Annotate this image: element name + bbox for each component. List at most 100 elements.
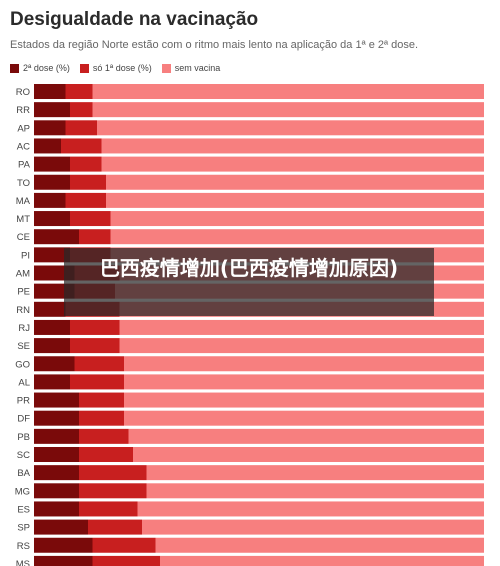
bar-rs-series-2 (155, 537, 484, 553)
category-label-ce: CE (17, 232, 30, 243)
bar-ce-series-2 (110, 229, 484, 245)
bar-al-series-2 (124, 374, 484, 390)
category-label-mg: MG (15, 486, 30, 497)
bar-ba-series-1 (79, 465, 147, 481)
bar-ac-series-2 (101, 138, 484, 154)
bar-ma-series-1 (65, 192, 106, 208)
bar-mt-series-0 (34, 211, 70, 227)
bar-ma-series-2 (106, 192, 484, 208)
bar-mg-series-1 (79, 483, 147, 499)
category-label-sp: SP (17, 523, 30, 534)
bar-rr-series-2 (92, 102, 484, 118)
bar-es-series-0 (34, 501, 79, 517)
category-label-rs: RS (17, 541, 30, 552)
bar-go-series-0 (34, 356, 75, 372)
bar-se-series-1 (70, 338, 120, 354)
chart-subtitle: Estados da região Norte estão com o ritm… (10, 39, 419, 51)
legend-item-unvaccinated: sem vacina (161, 63, 221, 73)
legend-label-unvaccinated: sem vacina (174, 63, 221, 73)
bar-to-series-1 (70, 174, 106, 190)
bar-ap-series-0 (34, 120, 66, 136)
bar-mt-series-1 (70, 211, 111, 227)
category-label-ap: AP (17, 123, 30, 134)
chart-title: Desigualdade na vacinação (10, 9, 259, 30)
bar-sp-series-1 (88, 519, 142, 535)
category-label-rj: RJ (18, 323, 30, 334)
category-label-es: ES (17, 504, 30, 515)
category-label-to: TO (17, 178, 30, 189)
bar-to-series-0 (34, 174, 70, 190)
bar-pb-series-1 (79, 428, 129, 444)
category-label-pa: PA (18, 160, 31, 171)
legend-label-second-dose: 2ª dose (%) (23, 63, 70, 73)
bar-al-series-0 (34, 374, 70, 390)
bar-sc-series-2 (133, 447, 484, 462)
category-label-ro: RO (16, 87, 30, 98)
category-label-se: SE (17, 341, 30, 352)
bar-ro-series-2 (92, 84, 484, 99)
bar-ba-series-0 (34, 465, 79, 481)
category-label-sc: SC (17, 450, 30, 461)
bar-es-series-2 (137, 501, 484, 517)
category-label-ac: AC (17, 141, 30, 152)
category-label-pb: PB (17, 432, 30, 443)
bar-rj-series-1 (70, 319, 120, 335)
bar-ap-series-2 (97, 120, 484, 136)
category-label-pi: PI (21, 250, 30, 261)
chart-legend: 2ª dose (%) só 1ª dose (%) sem vacina (10, 63, 220, 73)
bar-sp-series-0 (34, 519, 88, 535)
bar-pr-series-0 (34, 392, 79, 408)
category-label-rn: RN (16, 305, 30, 316)
bar-rr-series-0 (34, 102, 70, 118)
bar-al-series-1 (70, 374, 124, 390)
bar-ap-series-1 (65, 120, 97, 136)
category-label-df: DF (17, 414, 30, 425)
legend-swatch-second-dose (10, 63, 19, 73)
bar-pb-series-0 (34, 428, 79, 444)
bar-ce-series-1 (79, 229, 111, 245)
bar-sc-series-0 (34, 447, 79, 462)
bar-ms-series-2 (160, 555, 484, 566)
bar-rs-series-0 (34, 537, 93, 553)
bar-rs-series-1 (92, 537, 156, 553)
bar-pa-series-1 (70, 156, 102, 172)
category-label-mt: MT (16, 214, 30, 225)
category-label-pr: PR (17, 396, 30, 407)
bar-ba-series-2 (146, 465, 484, 481)
category-label-rr: RR (16, 105, 30, 116)
category-label-ba: BA (17, 468, 30, 479)
bar-to-series-2 (106, 174, 484, 190)
legend-swatch-unvaccinated (161, 63, 171, 73)
bar-df-series-0 (34, 410, 79, 426)
bar-rj-series-2 (119, 319, 484, 335)
bar-go-series-1 (74, 356, 124, 372)
bar-sc-series-1 (79, 447, 133, 462)
bar-se-series-0 (34, 338, 70, 354)
bar-pa-series-0 (34, 156, 70, 172)
category-label-ms: MS (16, 559, 30, 566)
bar-ms-series-1 (92, 555, 160, 566)
bar-mg-series-0 (34, 483, 79, 499)
legend-item-second-dose: 2ª dose (%) (10, 63, 70, 73)
bar-es-series-1 (79, 501, 138, 517)
bar-se-series-2 (119, 338, 484, 354)
bar-pb-series-2 (128, 428, 484, 444)
bar-pa-series-2 (101, 156, 484, 172)
bar-rr-series-1 (70, 102, 93, 118)
bar-rn-series-0 (34, 301, 66, 317)
category-label-go: GO (15, 359, 30, 370)
bar-ro-series-0 (34, 84, 66, 99)
category-label-ma: MA (16, 196, 31, 207)
bar-pr-series-1 (79, 392, 124, 408)
bar-df-series-1 (79, 410, 124, 426)
category-label-pe: PE (17, 287, 30, 298)
bar-ac-series-0 (34, 138, 61, 154)
bar-mt-series-2 (110, 211, 484, 227)
legend-swatch-first-dose (79, 63, 89, 73)
bar-df-series-2 (124, 410, 484, 426)
bar-pr-series-2 (124, 392, 484, 408)
bar-go-series-2 (124, 356, 484, 372)
bar-sp-series-2 (142, 519, 484, 535)
category-label-al: AL (18, 377, 30, 388)
bar-rj-series-0 (34, 319, 70, 335)
